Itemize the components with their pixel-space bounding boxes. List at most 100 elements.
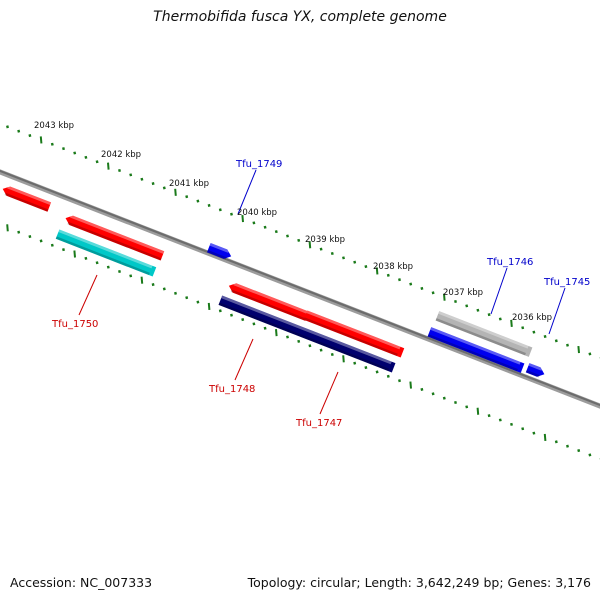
inner-ruler-minor-tick	[39, 239, 43, 243]
inner-ruler-minor-tick	[84, 256, 88, 260]
gene-cyan-tfu-1750-body	[55, 229, 157, 277]
inner-ruler-minor-tick	[588, 453, 592, 457]
callout-tfu-1746	[490, 267, 508, 315]
inner-ruler-major-tick	[342, 355, 345, 363]
outer-ruler-minor-tick	[532, 330, 536, 334]
inner-ruler-minor-tick	[566, 444, 569, 448]
gene-navy-tfu-1747-shade	[218, 302, 390, 371]
gene-red-upstream-body	[65, 215, 165, 261]
gene-red-upstream-shade	[67, 221, 162, 261]
outer-ruler-minor-tick	[162, 186, 166, 190]
outer-ruler-minor-tick	[330, 251, 334, 256]
inner-ruler-minor-tick	[521, 427, 525, 431]
inner-ruler-minor-tick	[230, 313, 233, 317]
inner-ruler-major-tick	[543, 433, 547, 442]
outer-ruler-major-tick	[375, 267, 379, 275]
gene-gray-tfu-1746-top-body	[435, 311, 533, 357]
gene-blue-tfu-1746-highlight	[430, 327, 521, 365]
inner-ruler-minor-tick	[17, 230, 21, 234]
gene-red-upstream	[65, 214, 165, 261]
outer-ruler-minor-tick	[274, 230, 278, 234]
scale-label-2041: 2041 kbp	[169, 179, 209, 189]
gene-blue-tfu-1745-body	[525, 363, 545, 377]
scale-labels: 2043 kbp 2042 kbp 2041 kbp 2040 kbp 2039…	[34, 121, 552, 323]
inner-ruler-minor-tick	[319, 348, 323, 352]
gene-navy-tfu-1747-highlight	[221, 295, 392, 365]
outer-ruler-major-tick	[510, 319, 513, 327]
inner-ruler-minor-tick	[308, 344, 312, 348]
inner-ruler-minor-tick	[364, 366, 368, 370]
outer-ruler-minor-tick	[342, 256, 345, 260]
callout-tfu-1747	[319, 371, 339, 415]
gene-red-tfu-1748-top-shade	[230, 289, 307, 321]
inner-ruler-major-tick	[207, 302, 211, 311]
inner-ruler-minor-tick	[28, 235, 32, 239]
gene-red-tfu-1747-top-highlight	[306, 310, 401, 350]
outer-ruler-minor-tick	[73, 151, 77, 155]
inner-ruler-major-tick	[6, 224, 9, 232]
scale-ruler-outer	[6, 125, 600, 359]
outer-ruler-minor-tick	[218, 208, 222, 212]
outer-ruler-minor-tick	[431, 291, 435, 295]
outer-ruler-minor-tick	[319, 247, 323, 251]
inner-ruler-minor-tick	[118, 269, 121, 274]
outer-ruler-minor-tick	[588, 352, 592, 356]
outer-ruler-minor-tick	[185, 195, 189, 199]
inner-ruler-minor-tick	[532, 431, 536, 435]
feature-track	[2, 185, 545, 378]
outer-ruler-minor-tick	[409, 282, 413, 286]
inner-ruler-major-tick	[409, 381, 412, 389]
inner-ruler-minor-tick	[431, 392, 435, 396]
gene-navy-tfu-1747	[218, 295, 396, 373]
gene-red-left-edge-shade	[4, 192, 49, 212]
outer-ruler-major-tick	[443, 293, 446, 301]
gene-blue-tfu-1746-shade	[427, 334, 518, 372]
inner-ruler-minor-tick	[330, 352, 334, 357]
inner-ruler-minor-tick	[297, 339, 301, 343]
inner-ruler-minor-tick	[510, 422, 513, 426]
gene-cyan-tfu-1750-highlight	[58, 229, 153, 269]
gene-gray-tfu-1746-top-shade	[435, 318, 526, 356]
outer-ruler-minor-tick	[286, 234, 289, 238]
inner-ruler-minor-tick	[50, 243, 54, 247]
outer-ruler-major-tick	[39, 136, 43, 144]
gene-label-tfu-1747: Tfu_1747	[295, 418, 342, 429]
outer-ruler-major-tick	[241, 214, 244, 223]
inner-ruler-minor-tick	[577, 449, 581, 453]
outer-ruler-minor-tick	[62, 147, 65, 151]
gene-red-left-edge	[2, 185, 52, 212]
outer-ruler-minor-tick	[353, 260, 357, 264]
outer-ruler-minor-tick	[230, 212, 233, 216]
outer-ruler-major-tick	[577, 345, 580, 354]
outer-ruler-minor-tick	[17, 129, 21, 133]
gene-gray-tfu-1746-top	[435, 311, 533, 357]
outer-ruler-major-tick	[308, 241, 312, 249]
gene-label-tfu-1746: Tfu_1746	[486, 257, 533, 268]
outer-ruler-minor-tick	[566, 343, 569, 347]
inner-ruler-minor-tick	[375, 370, 379, 374]
inner-ruler-minor-tick	[241, 318, 245, 322]
accession-text: Accession: NC_007333	[10, 575, 153, 590]
outer-ruler-minor-tick	[196, 199, 200, 203]
inner-ruler-minor-tick	[398, 379, 401, 383]
scale-label-2042: 2042 kbp	[101, 150, 141, 160]
gene-red-tfu-1747-top-shade	[303, 317, 398, 357]
gene-red-tfu-1748-top-body	[228, 283, 309, 321]
gene-blue-tfu-1746-body	[427, 327, 525, 373]
scale-label-2043: 2043 kbp	[34, 121, 74, 131]
gene-blue-tfu-1746	[427, 327, 525, 373]
inner-ruler-minor-tick	[465, 405, 469, 409]
gene-red-tfu-1747-top-body	[303, 310, 405, 358]
outer-ruler-minor-tick	[498, 317, 502, 321]
outer-ruler-minor-tick	[420, 286, 424, 290]
callout-tfu-1750	[78, 274, 98, 316]
inner-ruler-minor-tick	[106, 265, 110, 269]
gene-red-upstream-highlight	[70, 214, 165, 254]
gene-label-tfu-1750: Tfu_1750	[51, 319, 98, 330]
gene-gray-tfu-1746-top-highlight	[438, 311, 529, 349]
inner-ruler-major-tick	[73, 250, 76, 258]
outer-ruler-minor-tick	[543, 334, 547, 339]
gene-labels: Tfu_1749 Tfu_1746 Tfu_1745 Tfu_1750 Tfu_…	[51, 159, 590, 429]
